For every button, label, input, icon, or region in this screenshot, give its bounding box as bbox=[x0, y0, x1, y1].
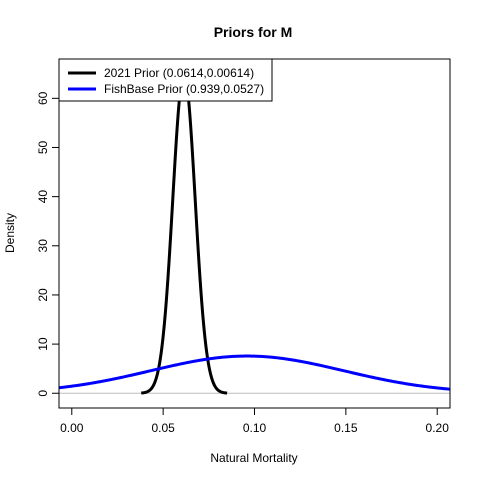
x-tick-label: 0.20 bbox=[426, 421, 450, 435]
y-axis: 0 10 20 30 40 50 60 bbox=[36, 91, 60, 397]
y-tick-label: 20 bbox=[36, 288, 50, 302]
x-tick-label: 0.15 bbox=[334, 421, 358, 435]
y-tick-label: 60 bbox=[36, 91, 50, 105]
legend-label-fishbase-prior: FishBase Prior (0.939,0.0527) bbox=[104, 82, 264, 96]
y-axis-label: Density bbox=[3, 213, 17, 253]
y-tick-label: 0 bbox=[36, 390, 50, 397]
series-line-1 bbox=[59, 354, 450, 391]
x-tick-label: 0.00 bbox=[60, 421, 84, 435]
y-tick-label: 50 bbox=[36, 140, 50, 154]
legend: 2021 Prior (0.0614,0.00614) FishBase Pri… bbox=[58, 58, 273, 102]
x-tick-label: 0.10 bbox=[243, 421, 267, 435]
x-axis-label: Natural Mortality bbox=[210, 451, 297, 465]
y-tick-label: 40 bbox=[36, 190, 50, 204]
series-line-0 bbox=[141, 72, 228, 395]
x-tick-label: 0.05 bbox=[151, 421, 175, 435]
y-tick-label: 10 bbox=[36, 337, 50, 351]
x-axis: 0.00 0.05 0.10 0.15 0.20 bbox=[60, 407, 450, 435]
legend-label-2021-prior: 2021 Prior (0.0614,0.00614) bbox=[104, 66, 254, 80]
y-tick-label: 30 bbox=[36, 239, 50, 253]
legend-box bbox=[58, 58, 273, 102]
chart-title: Priors for M bbox=[214, 24, 293, 40]
